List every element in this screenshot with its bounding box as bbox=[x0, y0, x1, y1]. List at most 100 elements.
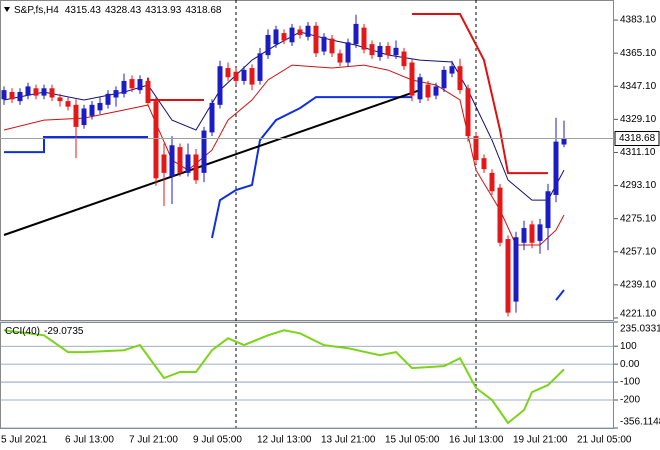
candle-body bbox=[449, 66, 455, 74]
candle-body bbox=[225, 68, 231, 78]
y-tick-label: 4365.10 bbox=[620, 48, 657, 59]
candle-body bbox=[433, 86, 439, 96]
candle-body bbox=[65, 101, 71, 107]
candle-body bbox=[537, 224, 543, 241]
candle-body bbox=[193, 154, 199, 181]
cci-header: CCI(40) -29.0735 bbox=[5, 326, 84, 337]
candle-body bbox=[313, 25, 319, 54]
candle-body bbox=[297, 29, 303, 35]
y-tick-label: -200 bbox=[620, 395, 640, 406]
y-tick-label: 4329.10 bbox=[620, 114, 657, 125]
candle-body bbox=[57, 97, 63, 102]
candle-body bbox=[321, 36, 327, 52]
candle-body bbox=[281, 33, 287, 41]
x-tick-label: 12 Jul 13:00 bbox=[257, 435, 312, 446]
candle-body bbox=[241, 69, 247, 81]
candle-body bbox=[265, 34, 271, 56]
close-value: 4318.68 bbox=[185, 5, 222, 16]
candle-body bbox=[49, 88, 55, 98]
x-tick-label: 9 Jul 05:00 bbox=[193, 435, 242, 446]
candle-body bbox=[393, 47, 399, 56]
candle-body bbox=[113, 90, 119, 98]
candle-body bbox=[353, 23, 359, 45]
high-value: 4328.43 bbox=[105, 5, 142, 16]
candle-body bbox=[417, 77, 423, 100]
candle-body bbox=[145, 80, 151, 103]
cci-frame bbox=[0, 322, 614, 429]
y-tick-label: 4275.10 bbox=[620, 213, 657, 224]
candle-body bbox=[129, 79, 135, 89]
candle-body bbox=[217, 66, 223, 105]
price-frame bbox=[0, 0, 614, 321]
candle-body bbox=[369, 44, 375, 56]
candle-body bbox=[473, 136, 479, 160]
candle-body bbox=[81, 108, 87, 126]
cci-title: CCI(40) bbox=[5, 326, 40, 337]
plot: 4383.10 4365.10 4347.10 4329.10 4311.10 4293.… bbox=[0, 13, 660, 446]
candle-body bbox=[505, 239, 511, 313]
last-price-box bbox=[614, 131, 660, 147]
x-tick-label: 21 Jul 05:00 bbox=[577, 435, 632, 446]
candle-body bbox=[121, 80, 127, 94]
menu-arrow bbox=[4, 7, 10, 12]
low-value: 4313.93 bbox=[145, 5, 182, 16]
candle-body bbox=[385, 45, 391, 56]
candle-body bbox=[169, 145, 175, 177]
x-tick-label: 5 Jul 2021 bbox=[1, 435, 48, 446]
candle-body bbox=[177, 147, 183, 173]
candle-body bbox=[9, 91, 15, 100]
candle-body bbox=[25, 86, 31, 96]
indicator-line bbox=[3, 64, 565, 246]
candle-body bbox=[97, 102, 103, 111]
chart-title: S&P,fs,H4 bbox=[14, 5, 59, 16]
candle-body bbox=[561, 138, 567, 145]
y-tick-label: 4383.10 bbox=[620, 15, 657, 26]
candle-body bbox=[33, 88, 39, 96]
x-tick-label: 7 Jul 21:00 bbox=[129, 435, 178, 446]
candle-body bbox=[105, 93, 111, 105]
candle-body bbox=[185, 154, 191, 173]
candle-body bbox=[513, 237, 519, 302]
candle-body bbox=[529, 224, 535, 243]
candle-body bbox=[41, 88, 47, 96]
candle-body bbox=[233, 71, 239, 81]
y-tick-label: 4347.10 bbox=[620, 81, 657, 92]
x-tick-label: 19 Jul 21:00 bbox=[513, 435, 568, 446]
candle-body bbox=[425, 84, 431, 98]
y-tick-label: 4221.10 bbox=[620, 309, 657, 320]
candle-body bbox=[273, 29, 279, 45]
cci-line bbox=[3, 329, 565, 425]
candle-body bbox=[209, 102, 215, 133]
candle-body bbox=[153, 101, 159, 179]
x-tick-label: 6 Jul 13:00 bbox=[65, 435, 114, 446]
candle-body bbox=[161, 154, 167, 173]
candle-body bbox=[465, 88, 471, 137]
x-tick-label: 16 Jul 13:00 bbox=[449, 435, 504, 446]
candle-body bbox=[345, 42, 351, 63]
candle-body bbox=[73, 104, 79, 127]
candle-body bbox=[337, 53, 343, 63]
y-tick-label: 235.0331 bbox=[620, 324, 660, 335]
candle-body bbox=[441, 69, 447, 89]
open-value: 4315.43 bbox=[65, 5, 102, 16]
candle-body bbox=[489, 172, 495, 192]
candle-body bbox=[497, 187, 503, 243]
candle-body bbox=[521, 228, 527, 243]
x-tick-label: 13 Jul 21:00 bbox=[321, 435, 376, 446]
candle-body bbox=[329, 38, 335, 54]
candle-body bbox=[249, 68, 255, 85]
candle-body bbox=[481, 158, 487, 170]
candle-body bbox=[201, 130, 207, 173]
y-tick-label: -356.1148 bbox=[620, 417, 660, 428]
candle-body bbox=[361, 27, 367, 50]
cci-value: -29.0735 bbox=[44, 326, 84, 337]
candle-body bbox=[401, 51, 407, 67]
candle-body bbox=[377, 45, 383, 58]
candle-body bbox=[305, 25, 311, 37]
candle-body bbox=[553, 141, 559, 195]
y-tick-label: 4311.10 bbox=[620, 147, 656, 158]
y-tick-label: 0.00 bbox=[620, 359, 640, 370]
candle-body bbox=[289, 27, 295, 43]
candle-body bbox=[89, 104, 95, 116]
candle-body bbox=[1, 90, 7, 100]
